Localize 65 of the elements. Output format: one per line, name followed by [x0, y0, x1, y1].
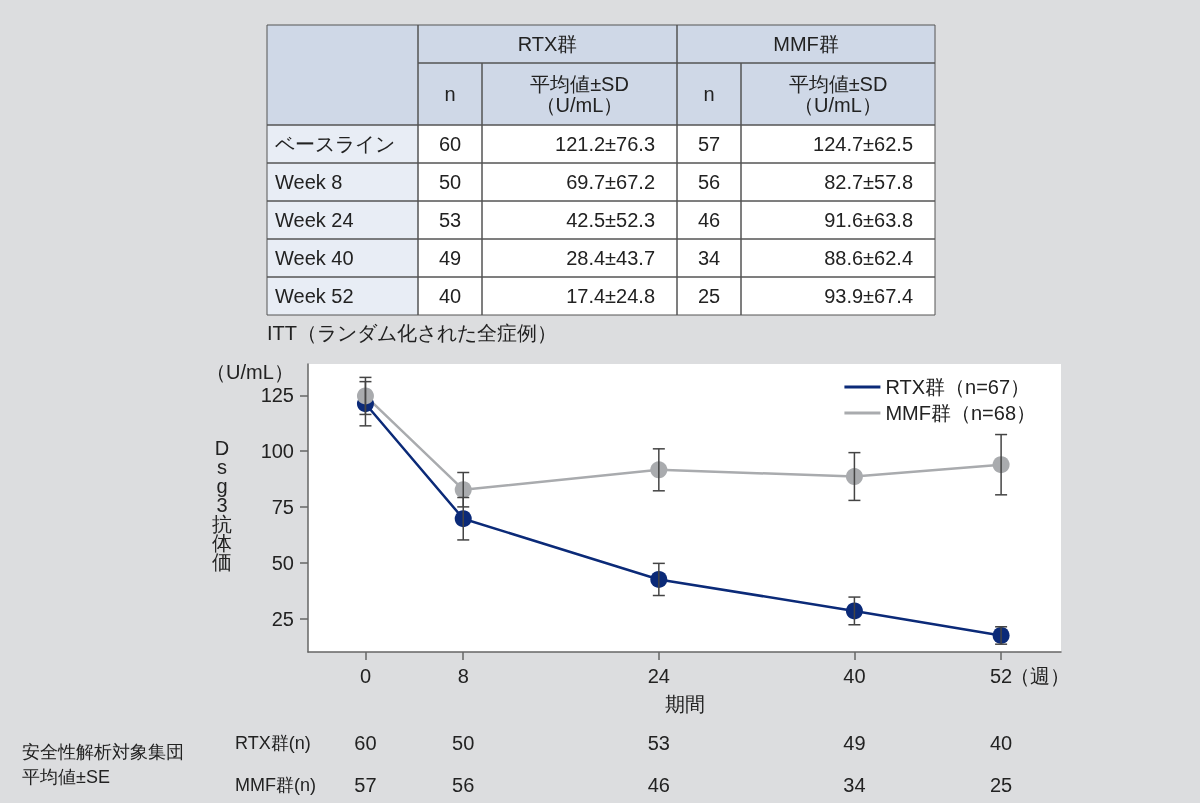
- x-tick-label: 40: [843, 665, 866, 687]
- text: 49: [438, 247, 462, 269]
- text: 91.6±63.8: [824, 209, 913, 231]
- text: 57: [697, 133, 721, 155]
- text: 121.2±76.3: [555, 133, 655, 155]
- y-tick-label: 125: [260, 384, 294, 407]
- text: 93.9±67.4: [824, 285, 913, 307]
- text: 平均値±SE: [22, 767, 110, 787]
- text: 53: [438, 209, 462, 231]
- text: 平均値±SD （U/mL）: [530, 72, 629, 116]
- text: 50: [438, 171, 462, 193]
- text: 82.7±57.8: [824, 171, 913, 193]
- text: RTX群: [517, 33, 578, 55]
- text: 42.5±52.3: [566, 209, 655, 231]
- y-axis-title: Dsg3抗体価: [212, 437, 232, 573]
- x-tick-label: 24: [647, 665, 670, 687]
- text: 88.6±62.4: [824, 247, 913, 269]
- text: 53: [647, 732, 670, 754]
- text: 平均値±SD （U/mL）: [788, 72, 888, 116]
- text: （週）: [1010, 665, 1070, 687]
- text: 17.4±24.8: [566, 285, 655, 307]
- x-axis-title: 期間: [664, 693, 705, 715]
- text: 46: [697, 209, 721, 231]
- text: 安全性解析対象集団: [22, 742, 184, 762]
- text: （U/mL）: [206, 361, 294, 383]
- text: 49: [843, 732, 866, 754]
- point: [845, 602, 863, 620]
- y-tick-label: 100: [260, 440, 294, 463]
- text: Week 8: [275, 171, 343, 193]
- text: 25: [697, 285, 721, 307]
- text: 56: [697, 171, 721, 193]
- text: 34: [697, 247, 721, 269]
- y-tick-label: 50: [271, 551, 294, 574]
- legend-label: MMF群（n=68）: [885, 402, 1037, 424]
- text: 50: [452, 732, 475, 754]
- y-tick-label: 25: [271, 607, 294, 630]
- text: MMF群: [773, 33, 839, 55]
- text: 124.7±62.5: [813, 133, 913, 155]
- text: 40: [989, 732, 1013, 754]
- text: 69.7±67.2: [566, 171, 655, 193]
- text: 57: [354, 774, 377, 796]
- text: 46: [647, 774, 670, 796]
- text: ベースライン: [275, 133, 395, 155]
- x-tick-label: 52: [989, 665, 1013, 687]
- text: Week 24: [275, 209, 354, 231]
- legend-label: RTX群（n=67）: [885, 376, 1031, 398]
- text: Week 40: [275, 247, 354, 269]
- text: 60: [354, 732, 377, 754]
- text: ITT（ランダム化された全症例）: [267, 322, 557, 344]
- point: [845, 468, 863, 486]
- point: [356, 387, 374, 405]
- text: 40: [438, 285, 462, 307]
- text: 56: [452, 774, 475, 796]
- text: MMF群(n): [235, 775, 316, 795]
- text: 60: [438, 133, 462, 155]
- text: n: [703, 83, 715, 105]
- text: 28.4±43.7: [566, 247, 655, 269]
- text: RTX群(n): [235, 733, 311, 753]
- text: 34: [843, 774, 866, 796]
- text: 25: [989, 774, 1013, 796]
- y-tick-label: 75: [271, 495, 294, 518]
- x-tick-label: 0: [359, 665, 372, 687]
- x-tick-label: 8: [457, 665, 469, 687]
- text: Week 52: [275, 285, 354, 307]
- text: n: [444, 83, 456, 105]
